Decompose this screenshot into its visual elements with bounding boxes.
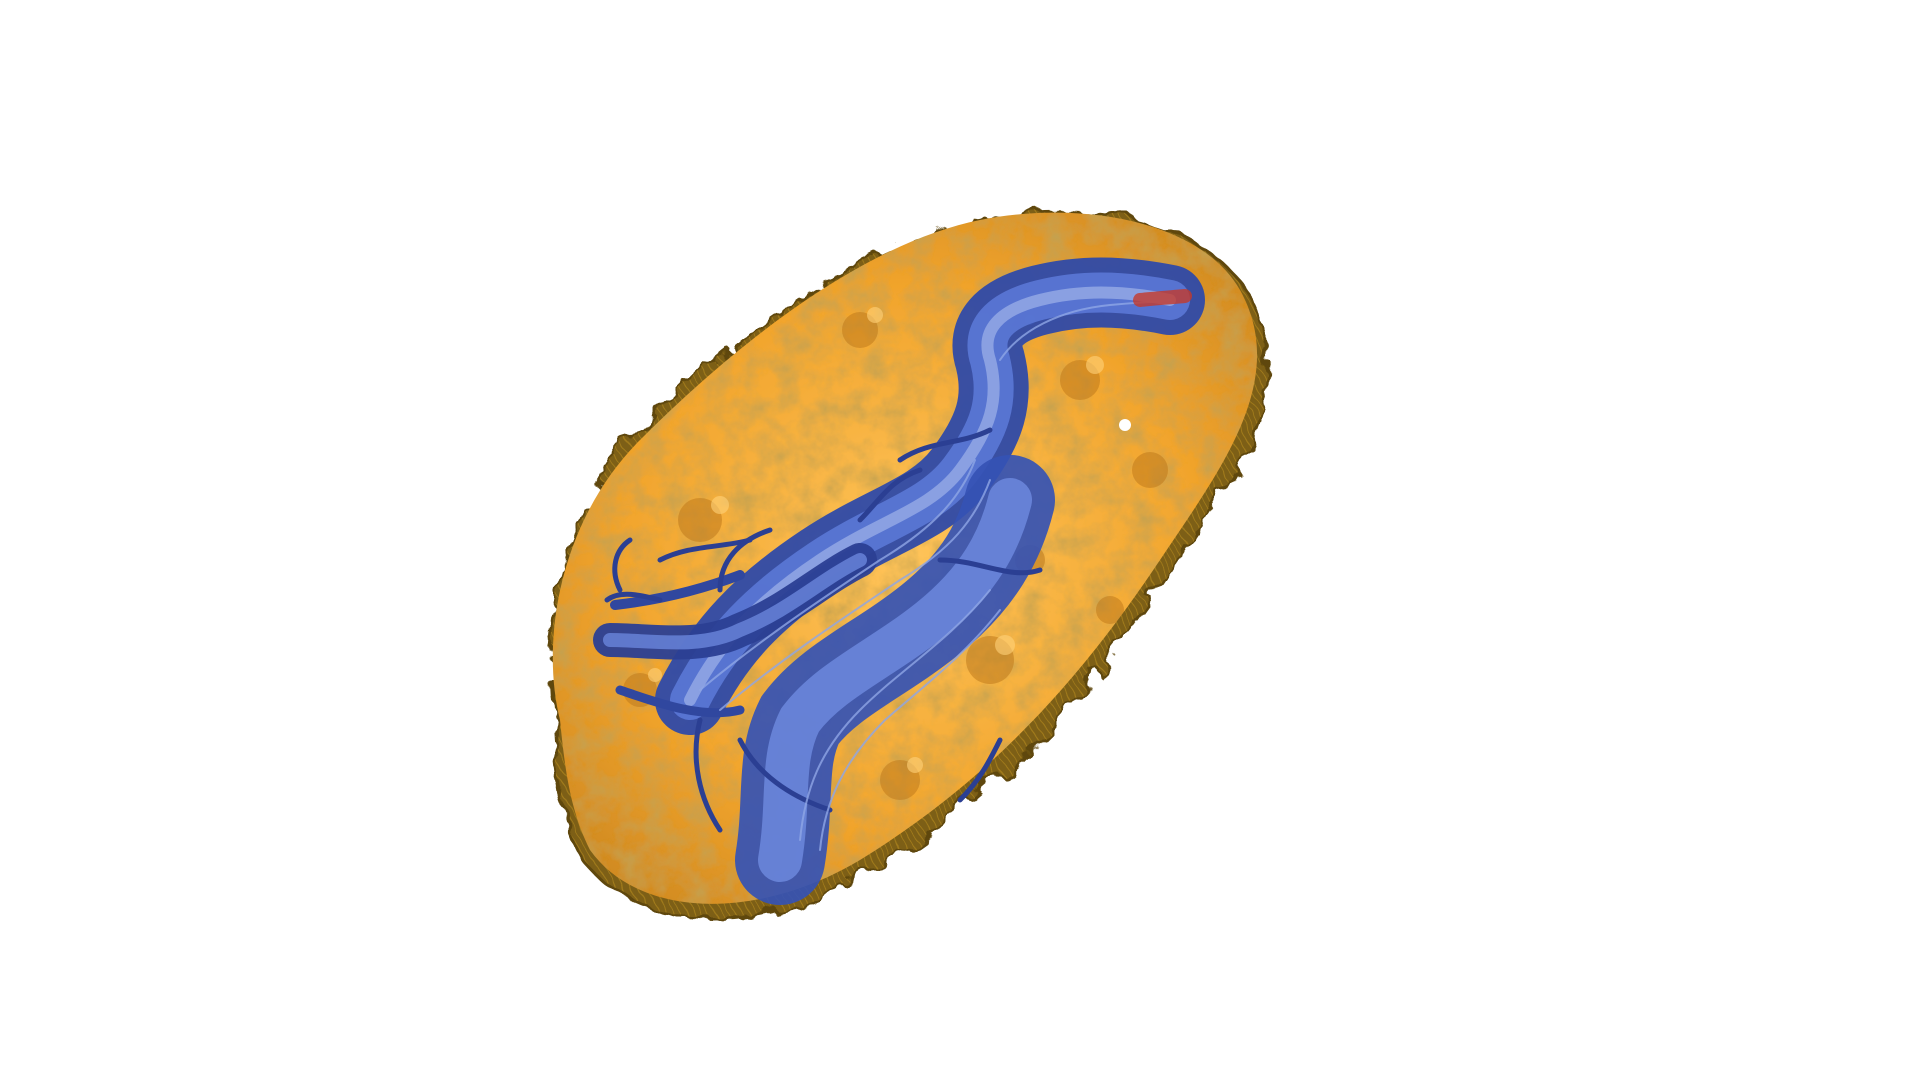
pore-flow-streamlines [593,257,1205,905]
